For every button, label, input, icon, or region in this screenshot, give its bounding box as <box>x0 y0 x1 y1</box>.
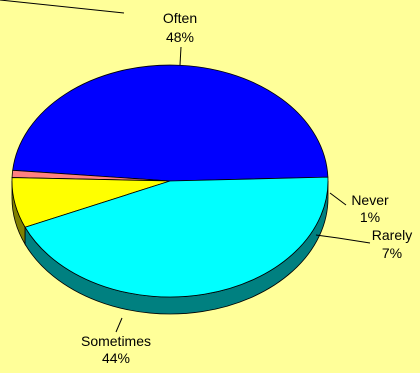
label-never-value: 1% <box>360 209 380 225</box>
label-never-name: Never <box>351 192 389 208</box>
pie-slice-often <box>12 64 329 182</box>
stray-leader-line <box>0 0 125 14</box>
pie-tops <box>11 64 329 298</box>
label-rarely-name: Rarely <box>372 227 412 243</box>
label-sometimes-name: Sometimes <box>81 333 151 349</box>
label-often-value: 48% <box>166 29 194 45</box>
leader-line-often <box>179 46 182 66</box>
pie-slice-sometimes <box>24 176 329 298</box>
leader-line-sometimes <box>115 317 123 333</box>
leader-line-rarely <box>315 234 371 244</box>
label-often-name: Often <box>163 10 197 26</box>
leader-line-never <box>329 192 347 206</box>
label-sometimes-value: 44% <box>102 350 130 366</box>
label-leaders <box>115 46 371 333</box>
label-rarely-value: 7% <box>382 245 402 261</box>
